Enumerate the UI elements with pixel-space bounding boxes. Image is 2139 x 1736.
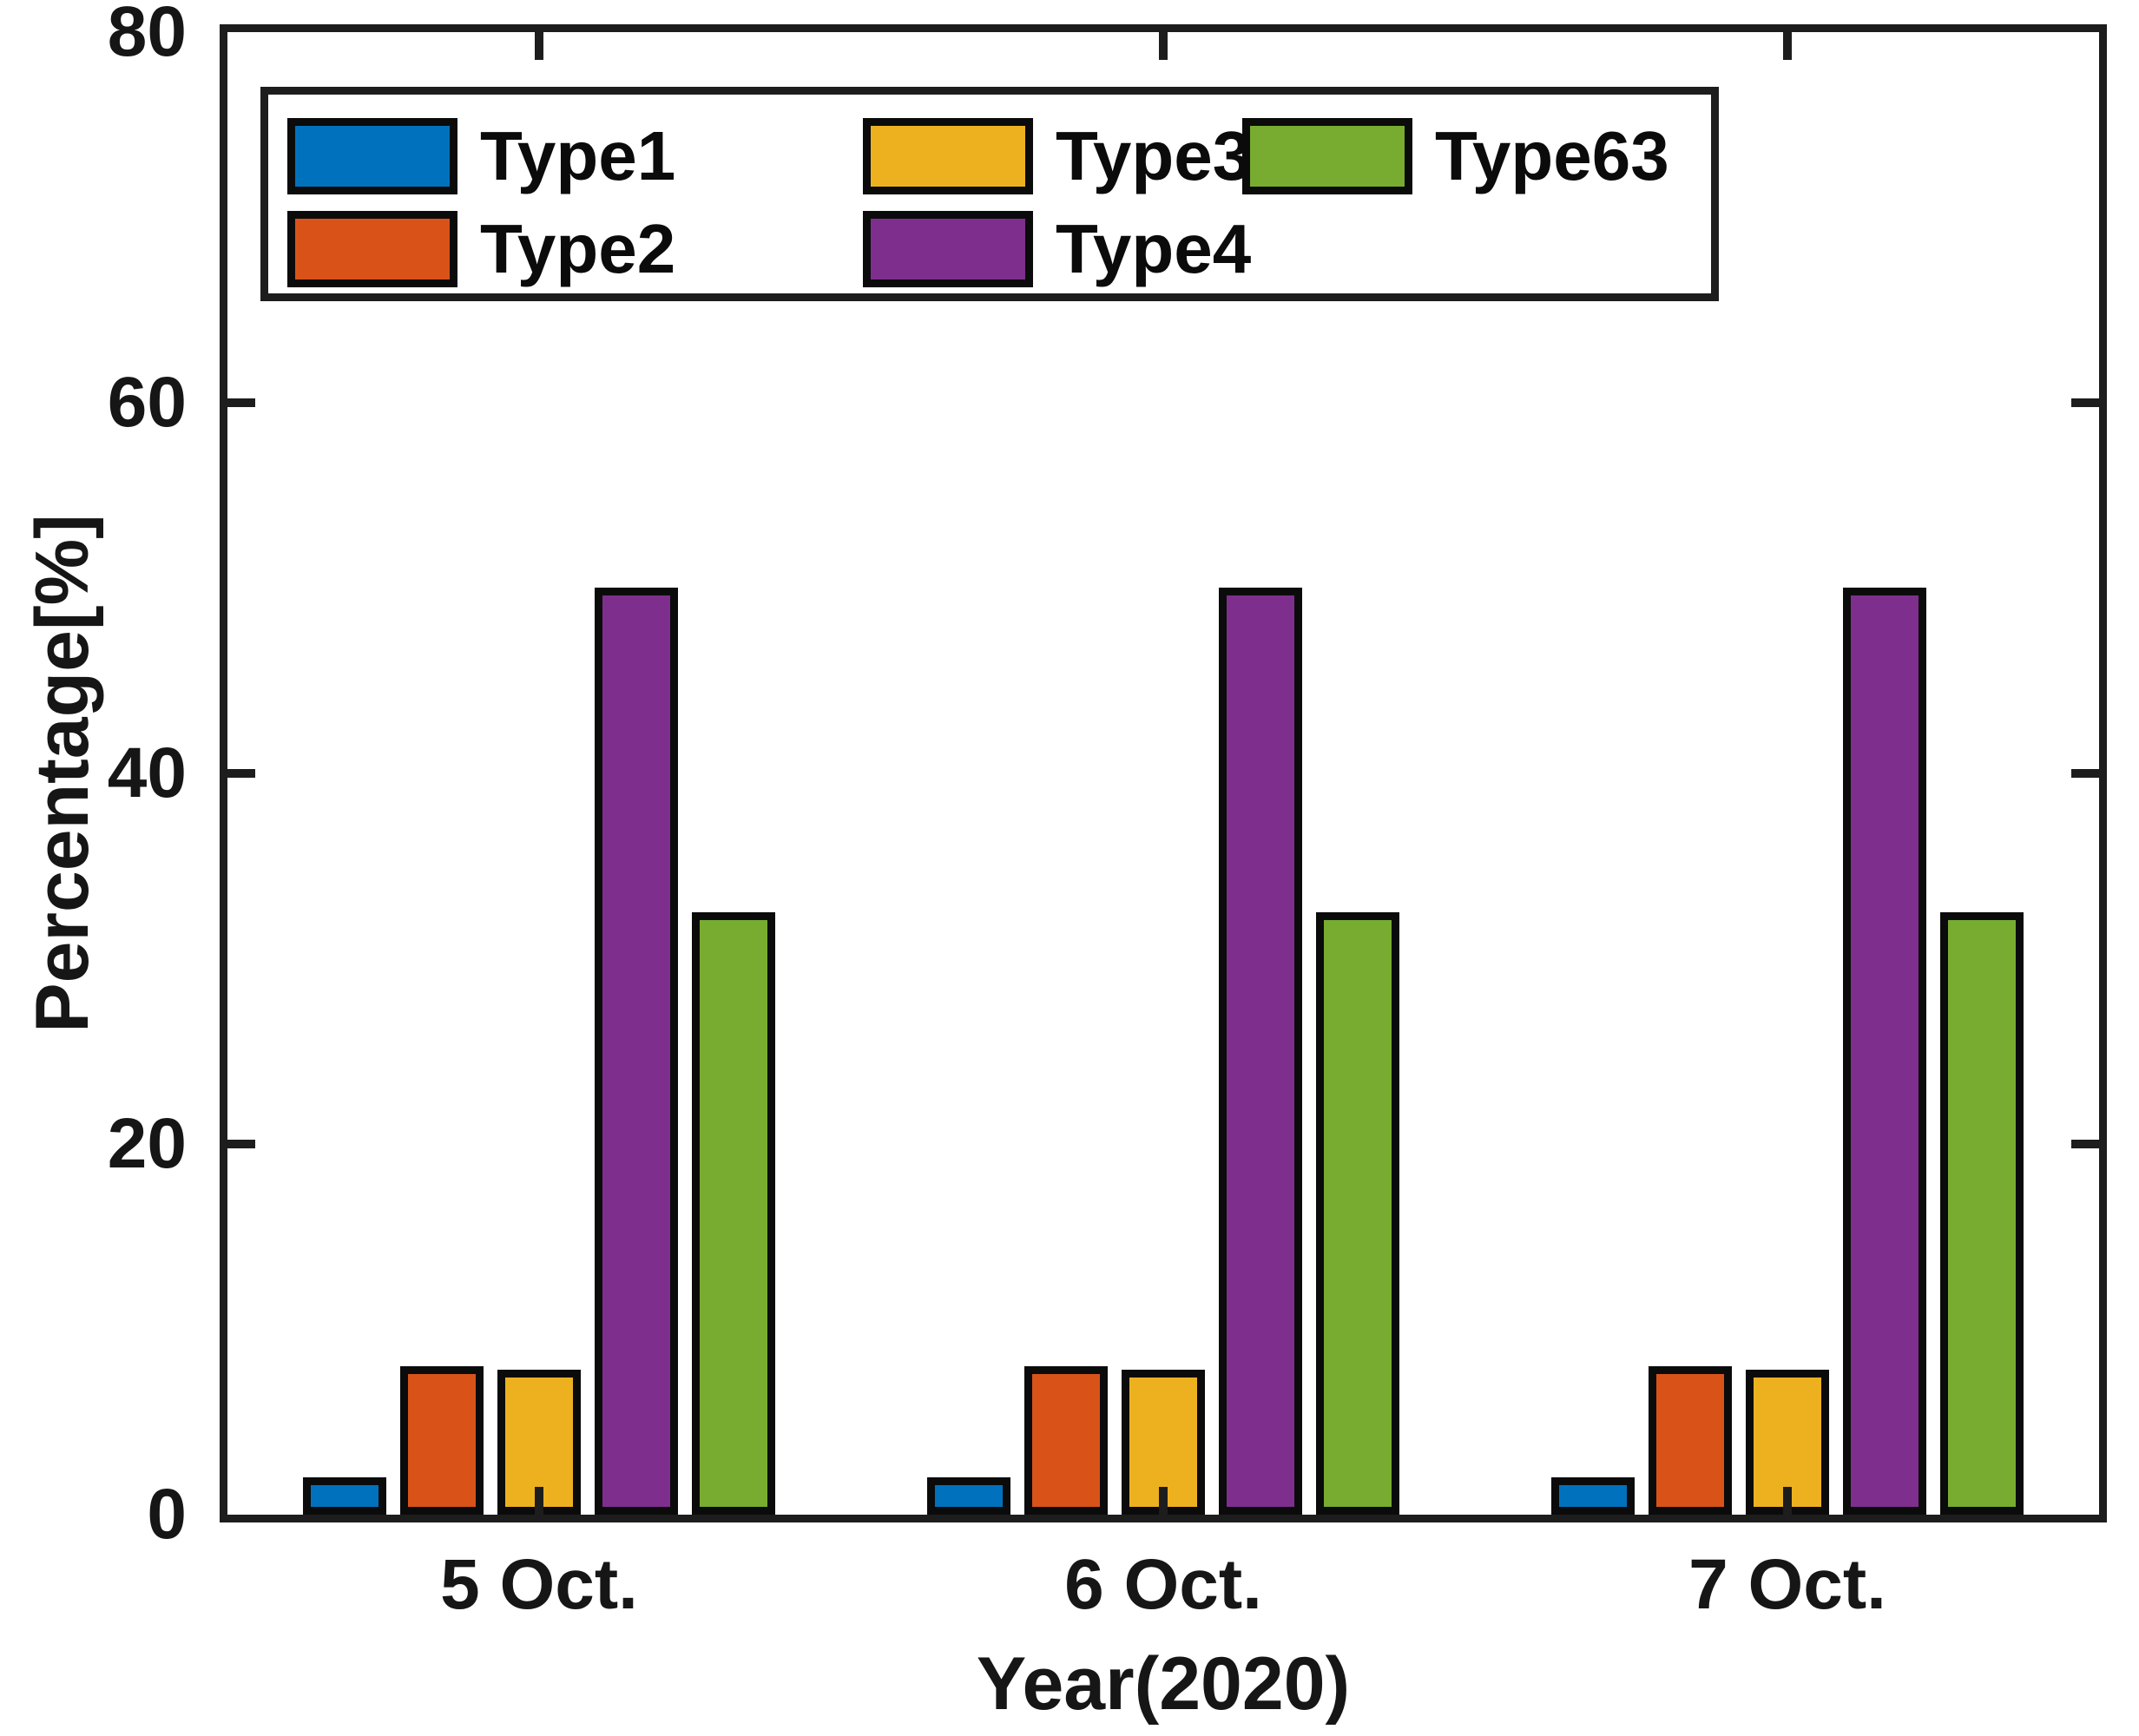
legend-swatch-type63 [1242, 118, 1412, 194]
y-tick-label-60: 60 [107, 363, 187, 442]
x-tick-mark-top-1 [535, 32, 544, 60]
x-tick-mark-bottom-3 [1782, 1487, 1792, 1515]
plot-inner [227, 32, 2099, 1515]
legend-label-type1: Type1 [480, 117, 676, 194]
bar-type2-3 [1648, 1366, 1732, 1515]
x-tick-mark-bottom-1 [535, 1487, 544, 1515]
x-tick-mark-top-3 [1782, 32, 1792, 60]
bar-group-7-Oct [1550, 588, 2024, 1515]
legend-item-type3: Type3 [863, 118, 1251, 194]
x-tick-mark-bottom-2 [1159, 1487, 1168, 1515]
y-tick-mark-left-40 [227, 769, 255, 778]
legend-label-type2: Type2 [480, 210, 676, 287]
bar-group-5-Oct [303, 588, 776, 1515]
legend-item-type2: Type2 [287, 211, 863, 287]
bar-type1-1 [303, 1477, 387, 1515]
bar-type63-3 [1939, 912, 2024, 1515]
legend-swatch-type2 [287, 211, 457, 287]
y-tick-mark-left-20 [227, 1140, 255, 1148]
legend-label-type4: Type4 [1056, 210, 1252, 287]
y-tick-label-0: 0 [147, 1475, 187, 1554]
x-tick-label-1: 5 Oct. [440, 1545, 638, 1624]
legend-label-type63: Type63 [1435, 117, 1669, 194]
y-tick-label-20: 20 [107, 1104, 187, 1183]
legend-swatch-type1 [287, 118, 457, 194]
y-tick-mark-right-20 [2071, 1140, 2099, 1148]
bar-type4-3 [1842, 588, 1926, 1515]
x-tick-label-2: 6 Oct. [1064, 1545, 1262, 1624]
bar-type4-2 [1219, 588, 1302, 1515]
bar-type63-1 [692, 912, 776, 1515]
bar-type2-2 [1024, 1366, 1108, 1515]
legend-swatch-type3 [863, 118, 1033, 194]
y-tick-label-80: 80 [107, 0, 187, 71]
y-tick-mark-left-60 [227, 398, 255, 407]
bar-type2-1 [400, 1366, 484, 1515]
legend-item-type4: Type4 [863, 211, 1251, 287]
legend-item-type1: Type1 [287, 118, 863, 194]
bar-type1-2 [927, 1477, 1010, 1515]
y-tick-mark-right-60 [2071, 398, 2099, 407]
y-tick-label-40: 40 [107, 733, 187, 812]
legend: Type1 Type2 Type3 Type4 Type63 [260, 87, 1719, 301]
bar-group-6-Oct [927, 588, 1399, 1515]
x-tick-label-3: 7 Oct. [1688, 1545, 1886, 1624]
bar-type4-1 [595, 588, 679, 1515]
bar-type63-2 [1316, 912, 1399, 1515]
y-tick-mark-right-40 [2071, 769, 2099, 778]
legend-label-type3: Type3 [1056, 117, 1252, 194]
legend-item-type63: Type63 [1242, 118, 1702, 194]
bar-type1-3 [1550, 1477, 1635, 1515]
legend-swatch-type4 [863, 211, 1033, 287]
x-axis-title: Year(2020) [976, 1642, 1351, 1726]
x-tick-mark-top-2 [1159, 32, 1168, 60]
